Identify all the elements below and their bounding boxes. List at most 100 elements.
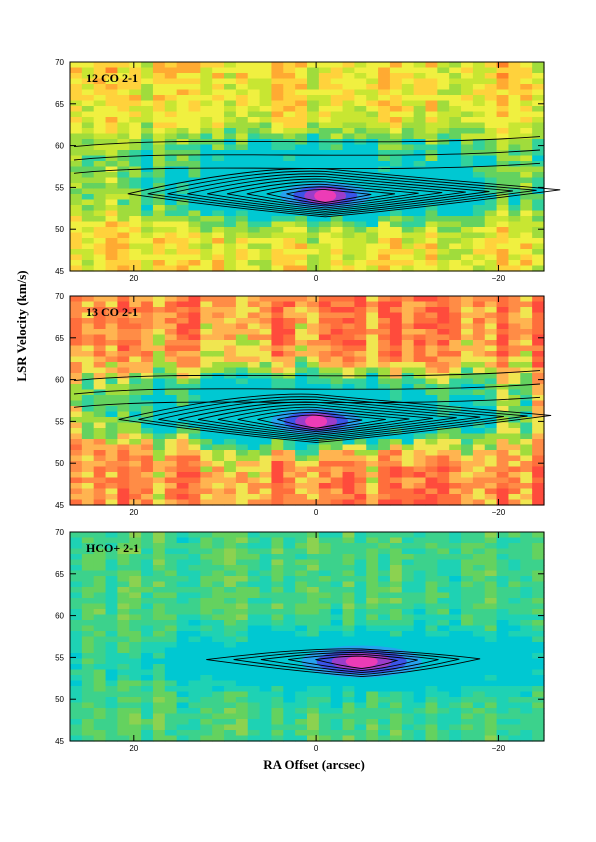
heatmap-cell <box>307 243 320 250</box>
heatmap-cell <box>141 111 154 118</box>
heatmap-cell <box>200 329 213 336</box>
heatmap-cell <box>532 686 545 693</box>
heatmap-cell <box>378 62 391 69</box>
heatmap-cell <box>508 155 521 162</box>
heatmap-cell <box>413 238 427 245</box>
heatmap-cell <box>437 296 450 303</box>
heatmap-cell <box>188 395 201 402</box>
heatmap-cell <box>117 603 130 610</box>
heatmap-cell <box>496 532 510 539</box>
heatmap-cell <box>378 334 391 341</box>
heatmap-cell <box>129 296 142 303</box>
heatmap-cell <box>532 450 545 457</box>
heatmap-cell <box>330 477 344 484</box>
heatmap-cell <box>129 323 142 330</box>
heatmap-cell <box>413 433 427 440</box>
heatmap-cell <box>354 587 367 594</box>
heatmap-cell <box>307 472 320 479</box>
heatmap-cell <box>342 631 355 638</box>
heatmap-cell <box>93 351 107 358</box>
heatmap-cell <box>271 609 284 616</box>
heatmap-cell <box>401 78 415 85</box>
heatmap-cell <box>378 680 391 687</box>
heatmap-cell <box>247 713 261 720</box>
heatmap-cell <box>93 62 107 69</box>
heatmap-cell <box>496 494 510 501</box>
heatmap-cell <box>520 730 533 737</box>
heatmap-cell <box>117 576 130 583</box>
heatmap-cell <box>472 713 486 720</box>
heatmap-cell <box>212 669 225 676</box>
heatmap-cell <box>152 199 166 206</box>
heatmap-cell <box>200 323 213 330</box>
heatmap-cell <box>247 625 261 632</box>
heatmap-cell <box>93 708 107 715</box>
heatmap-cell <box>259 428 273 435</box>
heatmap-cell <box>188 620 201 627</box>
heatmap-cell <box>200 653 213 660</box>
heatmap-cell <box>389 340 403 347</box>
heatmap-cell <box>401 647 415 654</box>
heatmap-cell <box>472 576 486 583</box>
heatmap-cell <box>508 461 521 468</box>
heatmap-cell <box>212 210 225 217</box>
heatmap-cell <box>247 117 261 124</box>
heatmap-cell <box>200 62 213 69</box>
heatmap-cell <box>176 194 190 201</box>
heatmap-cell <box>307 122 320 129</box>
heatmap-cell <box>224 477 237 484</box>
heatmap-cell <box>354 117 367 124</box>
heatmap-cell <box>224 581 237 588</box>
heatmap-cell <box>176 384 190 391</box>
heatmap-cell <box>93 537 107 544</box>
heatmap-cell <box>164 84 178 91</box>
heatmap-cell <box>318 307 332 314</box>
heatmap-cell <box>200 581 213 588</box>
heatmap-cell <box>129 205 142 212</box>
x-tick-label: −20 <box>492 274 506 283</box>
heatmap-cell <box>129 227 142 234</box>
heatmap-cell <box>484 614 498 621</box>
heatmap-cell <box>378 675 391 682</box>
heatmap-cell <box>188 111 201 118</box>
heatmap-cell <box>295 658 308 665</box>
heatmap-cell <box>401 395 415 402</box>
heatmap-cell <box>105 67 118 74</box>
heatmap-cell <box>200 362 213 369</box>
heatmap-cell <box>105 89 118 96</box>
heatmap-cell <box>496 559 510 566</box>
heatmap-cell <box>295 210 308 217</box>
heatmap-cell <box>200 417 213 424</box>
heatmap-cell <box>413 216 427 223</box>
heatmap-cell <box>401 603 415 610</box>
heatmap-cell <box>532 444 545 451</box>
heatmap-cell <box>484 312 498 319</box>
heatmap-cell <box>188 576 201 583</box>
heatmap-cell <box>449 406 462 413</box>
heatmap-cell <box>461 395 474 402</box>
heatmap-cell <box>508 642 521 649</box>
heatmap-cell <box>152 356 166 363</box>
heatmap-cell <box>283 576 296 583</box>
heatmap-cell <box>200 669 213 676</box>
heatmap-cell <box>247 428 261 435</box>
heatmap-cell <box>141 581 154 588</box>
heatmap-cell <box>259 100 273 107</box>
heatmap-cell <box>152 433 166 440</box>
heatmap-cell <box>176 367 190 374</box>
heatmap-cell <box>318 62 332 69</box>
heatmap-cell <box>520 642 533 649</box>
heatmap-cell <box>389 680 403 687</box>
heatmap-cell <box>259 166 273 173</box>
heatmap-cell <box>93 78 107 85</box>
heatmap-cell <box>307 155 320 162</box>
heatmap-cell <box>247 307 261 314</box>
heatmap-cell <box>235 675 249 682</box>
heatmap-cell <box>117 144 130 151</box>
heatmap-cell <box>176 329 190 336</box>
heatmap-cell <box>224 296 237 303</box>
heatmap-cell <box>152 472 166 479</box>
heatmap-cell <box>354 128 367 135</box>
heatmap-cell <box>176 444 190 451</box>
heatmap-cell <box>295 260 308 267</box>
